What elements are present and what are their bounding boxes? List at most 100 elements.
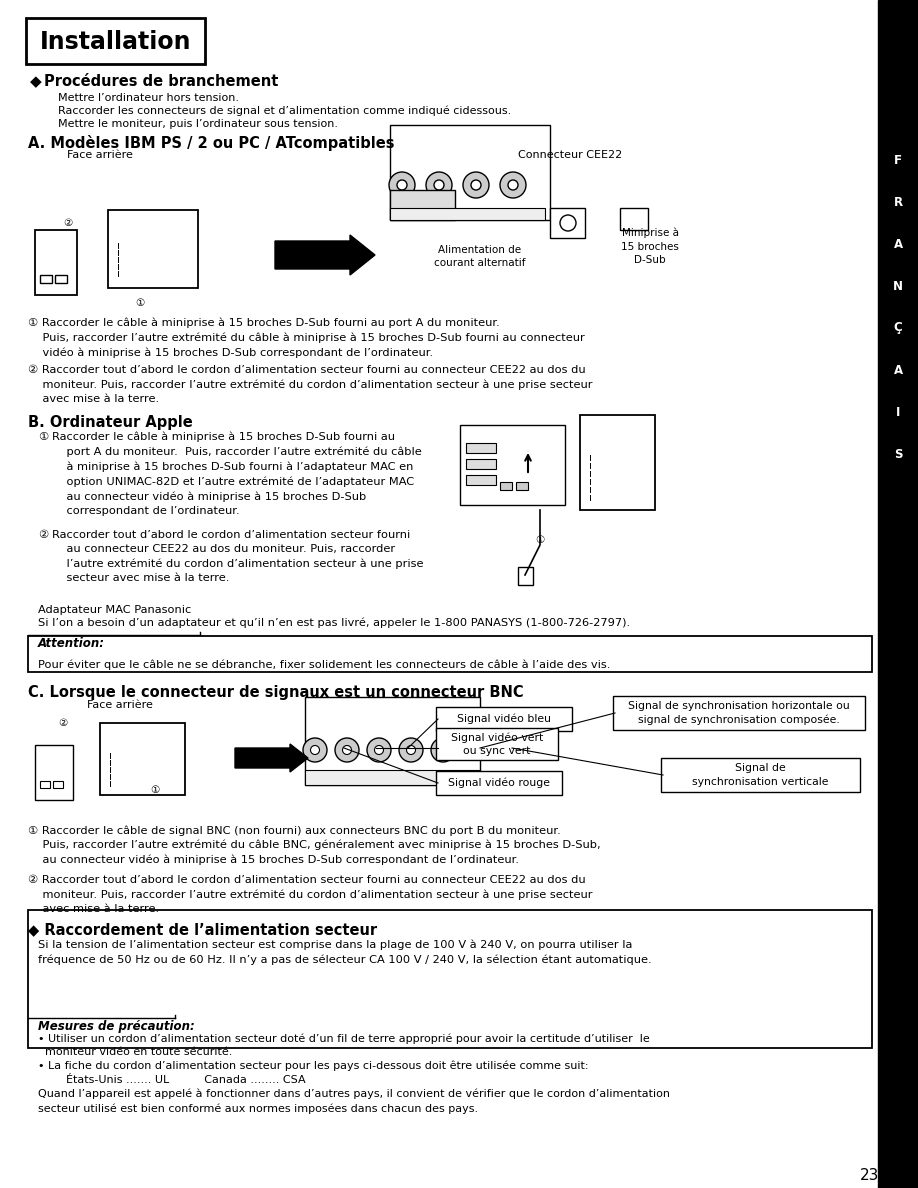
Bar bbox=[100, 723, 185, 795]
Circle shape bbox=[303, 738, 327, 762]
Text: Alimentation de
courant alternatif: Alimentation de courant alternatif bbox=[434, 245, 526, 268]
Bar bbox=[460, 425, 565, 505]
Circle shape bbox=[431, 738, 455, 762]
Circle shape bbox=[508, 181, 518, 190]
Text: ① Raccorder le câble de signal BNC (non fourni) aux connecteurs BNC du port B du: ① Raccorder le câble de signal BNC (non … bbox=[28, 824, 600, 865]
Circle shape bbox=[367, 738, 391, 762]
Text: I: I bbox=[896, 405, 901, 418]
Text: ①: ① bbox=[135, 298, 145, 308]
Bar bbox=[35, 745, 73, 800]
Text: ①: ① bbox=[38, 432, 49, 442]
Text: Connecteur CEE22: Connecteur CEE22 bbox=[518, 150, 622, 160]
Bar bbox=[500, 482, 512, 489]
Text: Procédures de branchement: Procédures de branchement bbox=[44, 74, 278, 89]
Bar bbox=[518, 567, 533, 584]
Text: Mesures de précaution:: Mesures de précaution: bbox=[38, 1020, 195, 1034]
Text: S: S bbox=[894, 448, 902, 461]
Text: ◆ Raccordement de l’alimentation secteur: ◆ Raccordement de l’alimentation secteur bbox=[28, 922, 377, 937]
Text: ① Raccorder le câble à miniprise à 15 broches D-Sub fourni au port A du moniteur: ① Raccorder le câble à miniprise à 15 br… bbox=[28, 318, 585, 358]
Text: C. Lorsque le connecteur de signaux est un connecteur BNC: C. Lorsque le connecteur de signaux est … bbox=[28, 685, 523, 700]
Bar bbox=[466, 475, 496, 485]
Text: Signal de
synchronisation verticale: Signal de synchronisation verticale bbox=[692, 764, 828, 786]
FancyArrow shape bbox=[235, 744, 308, 772]
Text: Miniprise à
15 broches
D-Sub: Miniprise à 15 broches D-Sub bbox=[621, 228, 679, 265]
Text: Face arrière: Face arrière bbox=[67, 150, 133, 160]
Circle shape bbox=[399, 738, 423, 762]
Circle shape bbox=[342, 746, 352, 754]
FancyBboxPatch shape bbox=[436, 771, 562, 795]
Text: ②: ② bbox=[38, 530, 49, 541]
FancyBboxPatch shape bbox=[436, 707, 572, 731]
Bar bbox=[390, 125, 550, 220]
Bar bbox=[516, 482, 528, 489]
Text: Installation: Installation bbox=[40, 30, 192, 53]
Circle shape bbox=[335, 738, 359, 762]
Circle shape bbox=[434, 181, 444, 190]
Text: Adaptateur MAC Panasonic: Adaptateur MAC Panasonic bbox=[38, 605, 191, 615]
Text: B. Ordinateur Apple: B. Ordinateur Apple bbox=[28, 415, 193, 430]
FancyBboxPatch shape bbox=[613, 696, 865, 729]
Bar bbox=[580, 415, 655, 510]
Text: Attention:: Attention: bbox=[38, 637, 105, 650]
Text: A: A bbox=[893, 238, 902, 251]
Text: N: N bbox=[893, 279, 903, 292]
Text: Mettre l’ordinateur hors tension.: Mettre l’ordinateur hors tension. bbox=[58, 93, 239, 103]
Text: Raccorder tout d’abord le cordon d’alimentation secteur fourni
    au connecteur: Raccorder tout d’abord le cordon d’alime… bbox=[52, 530, 423, 583]
Bar bbox=[466, 459, 496, 469]
Text: A. Modèles IBM PS / 2 ou PC / ATcompatibles: A. Modèles IBM PS / 2 ou PC / ATcompatib… bbox=[28, 135, 395, 151]
Text: Mettre le moniteur, puis l’ordinateur sous tension.: Mettre le moniteur, puis l’ordinateur so… bbox=[58, 119, 338, 129]
Text: A: A bbox=[893, 364, 902, 377]
FancyArrow shape bbox=[275, 235, 375, 274]
Text: • Utiliser un cordon d’alimentation secteur doté d’un fil de terre approprié pou: • Utiliser un cordon d’alimentation sect… bbox=[38, 1034, 670, 1113]
Bar bbox=[305, 697, 480, 785]
Bar bbox=[28, 910, 872, 1048]
Text: Raccorder les connecteurs de signal et d’alimentation comme indiqué cidessous.: Raccorder les connecteurs de signal et d… bbox=[58, 106, 511, 116]
Circle shape bbox=[310, 746, 319, 754]
Circle shape bbox=[463, 172, 489, 198]
Bar bbox=[466, 443, 496, 453]
Circle shape bbox=[397, 181, 407, 190]
Bar bbox=[35, 230, 77, 295]
FancyBboxPatch shape bbox=[436, 728, 558, 760]
Text: Ç: Ç bbox=[893, 322, 902, 335]
Bar bbox=[620, 208, 648, 230]
Text: Signal de synchronisation horizontale ou
signal de synchronisation composée.: Signal de synchronisation horizontale ou… bbox=[628, 701, 850, 725]
Text: F: F bbox=[894, 153, 902, 166]
Text: ②: ② bbox=[63, 219, 73, 228]
FancyBboxPatch shape bbox=[26, 18, 205, 64]
Bar bbox=[390, 208, 545, 220]
Text: ② Raccorder tout d’abord le cordon d’alimentation secteur fourni au connecteur C: ② Raccorder tout d’abord le cordon d’ali… bbox=[28, 365, 592, 404]
Text: ①: ① bbox=[535, 535, 544, 545]
Text: 23: 23 bbox=[860, 1168, 879, 1183]
Circle shape bbox=[500, 172, 526, 198]
Bar bbox=[40, 781, 50, 788]
Text: ②: ② bbox=[59, 718, 68, 728]
Text: Raccorder le câble à miniprise à 15 broches D-Sub fourni au
    port A du monite: Raccorder le câble à miniprise à 15 broc… bbox=[52, 432, 421, 516]
Bar bbox=[305, 770, 480, 785]
Bar bbox=[28, 636, 872, 672]
Text: Signal vidéo bleu: Signal vidéo bleu bbox=[457, 714, 551, 725]
Text: Si la tension de l’alimentation secteur est comprise dans la plage de 100 V à 24: Si la tension de l’alimentation secteur … bbox=[38, 940, 652, 965]
Circle shape bbox=[407, 746, 416, 754]
Circle shape bbox=[389, 172, 415, 198]
Circle shape bbox=[426, 172, 452, 198]
Bar bbox=[55, 274, 67, 283]
Text: ◆: ◆ bbox=[30, 74, 41, 89]
Circle shape bbox=[375, 746, 384, 754]
Circle shape bbox=[560, 215, 576, 230]
Bar bbox=[550, 208, 585, 238]
Text: ①: ① bbox=[151, 785, 160, 795]
Bar bbox=[108, 210, 198, 287]
FancyBboxPatch shape bbox=[661, 758, 860, 792]
Text: Pour éviter que le câble ne se débranche, fixer solidement les connecteurs de câ: Pour éviter que le câble ne se débranche… bbox=[38, 659, 610, 670]
Bar bbox=[53, 781, 63, 788]
Text: Signal vidéo rouge: Signal vidéo rouge bbox=[448, 778, 550, 789]
Circle shape bbox=[471, 181, 481, 190]
Text: Signal vidéo vert
ou sync vert: Signal vidéo vert ou sync vert bbox=[451, 732, 543, 756]
Bar bbox=[878, 0, 918, 1188]
Text: ② Raccorder tout d’abord le cordon d’alimentation secteur fourni au connecteur C: ② Raccorder tout d’abord le cordon d’ali… bbox=[28, 876, 592, 914]
Text: Face arrière: Face arrière bbox=[87, 700, 153, 710]
Circle shape bbox=[439, 746, 447, 754]
Text: R: R bbox=[893, 196, 902, 209]
Bar bbox=[40, 274, 52, 283]
